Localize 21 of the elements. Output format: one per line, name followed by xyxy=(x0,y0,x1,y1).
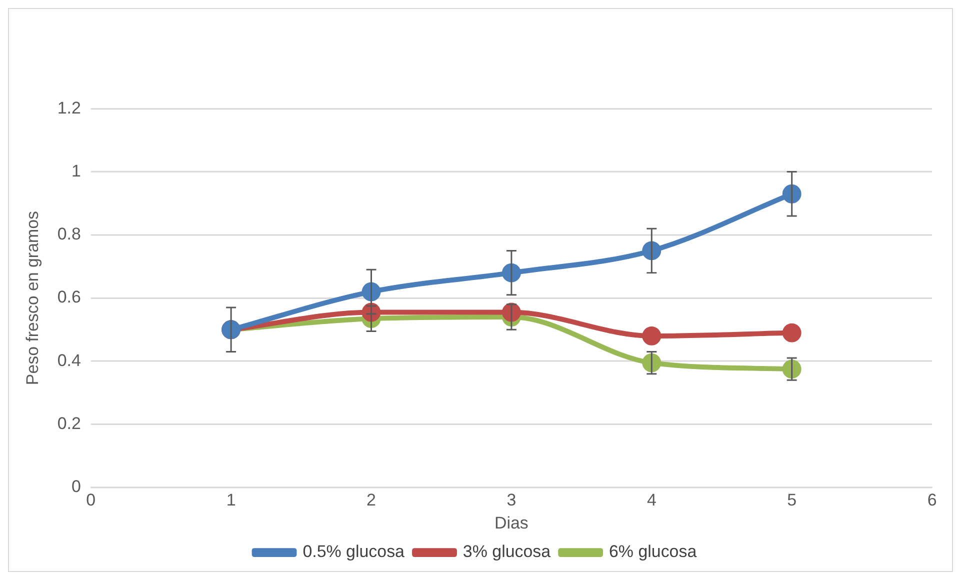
x-tick-label: 1 xyxy=(226,490,236,510)
x-axis-title: Dias xyxy=(494,514,528,533)
x-tick-label: 0 xyxy=(86,490,96,510)
point xyxy=(642,326,662,346)
y-tick-label: 0 xyxy=(71,477,81,496)
x-tick-label: 2 xyxy=(366,490,376,510)
y-tick-label: 0.6 xyxy=(57,288,81,307)
y-tick-label: 0.8 xyxy=(57,224,81,244)
point xyxy=(782,323,802,342)
x-tick-label: 3 xyxy=(506,490,516,510)
x-tick-label: 5 xyxy=(787,490,797,510)
legend-label: 6% glucosa xyxy=(609,542,698,562)
legend-label: 3% glucosa xyxy=(462,542,552,562)
y-tick-label: 0.4 xyxy=(57,350,81,370)
x-tick-label: 6 xyxy=(927,490,937,510)
x-tick-label: 4 xyxy=(646,490,656,510)
y-tick-label: 1 xyxy=(71,161,81,180)
y-axis-title: Peso fresco en gramos xyxy=(22,211,42,386)
y-tick-label: 1.2 xyxy=(57,98,81,118)
legend-label: 0.5% glucosa xyxy=(302,542,406,562)
y-tick-label: 0.2 xyxy=(57,414,81,434)
